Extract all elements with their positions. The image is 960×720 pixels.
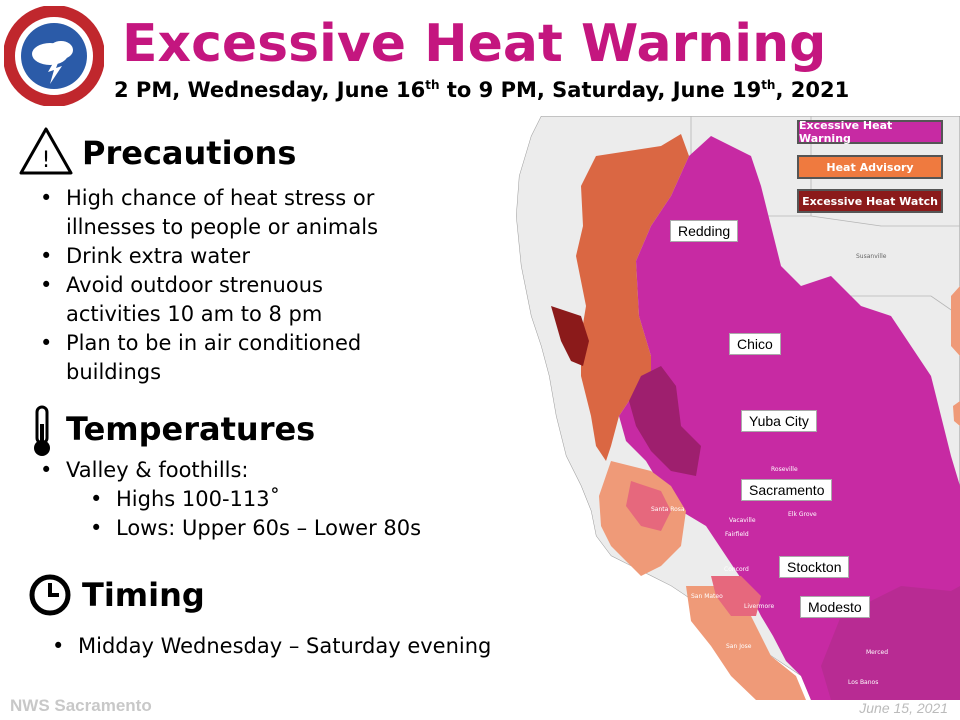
- list-item: Highs 100-113˚: [36, 485, 476, 514]
- svg-text:!: !: [42, 148, 51, 173]
- city-label-sacramento: Sacramento: [741, 479, 833, 501]
- city-label-redding: Redding: [670, 220, 739, 242]
- event-period: 2 PM, Wednesday, June 16th to 9 PM, Satu…: [114, 78, 850, 102]
- clock-icon: [29, 574, 71, 616]
- precautions-list: High chance of heat stress or illnesses …: [36, 184, 416, 387]
- legend-heat-advisory: Heat Advisory: [797, 155, 943, 179]
- precautions-heading: Precautions: [82, 134, 297, 172]
- timing-list: Midday Wednesday – Saturday evening: [48, 632, 518, 661]
- heat-advisory-area: [576, 134, 689, 461]
- map-town-label: San Jose: [726, 643, 752, 650]
- legend-excessive-heat-watch: Excessive Heat Watch: [797, 189, 943, 213]
- list-item: Lows: Upper 60s – Lower 80s: [36, 514, 476, 543]
- list-item: High chance of heat stress or illnesses …: [36, 184, 416, 242]
- map-town-label: Vacaville: [729, 517, 756, 524]
- timing-heading: Timing: [82, 576, 205, 614]
- nws-logo: [4, 6, 104, 106]
- issue-date: June 15, 2021: [859, 700, 948, 716]
- map-town-label: Los Banos: [848, 679, 878, 686]
- city-label-yuba-city: Yuba City: [741, 410, 817, 432]
- list-item: Midday Wednesday – Saturday evening: [48, 632, 518, 661]
- map-town-label: Roseville: [771, 466, 798, 473]
- temperatures-list: Valley & foothills:: [36, 456, 476, 485]
- map-town-label: Santa Rosa: [651, 506, 685, 513]
- page-title: Excessive Heat Warning: [122, 14, 827, 74]
- temperatures-sublist: Highs 100-113˚ Lows: Upper 60s – Lower 8…: [36, 485, 476, 543]
- excessive-heat-watch-area: [551, 306, 589, 366]
- map-town-label: Susanville: [856, 253, 887, 260]
- list-item: Avoid outdoor strenuous activities 10 am…: [36, 271, 416, 329]
- map-town-label: Merced: [866, 649, 888, 656]
- map-town-label: Fairfield: [725, 531, 749, 538]
- list-item: Drink extra water: [36, 242, 416, 271]
- ocean: [511, 116, 811, 700]
- city-label-chico: Chico: [729, 333, 781, 355]
- list-item: Valley & foothills:: [36, 456, 476, 485]
- office-name: NWS Sacramento: [10, 696, 152, 715]
- map-town-label: Livermore: [744, 603, 774, 610]
- thermometer-icon: [34, 405, 50, 456]
- temperatures-heading: Temperatures: [66, 410, 316, 448]
- legend-excessive-heat-warning: Excessive Heat Warning: [797, 119, 943, 145]
- city-label-stockton: Stockton: [779, 556, 850, 578]
- warning-icon: !: [19, 127, 73, 175]
- map-town-label: San Mateo: [691, 593, 723, 600]
- list-item: Plan to be in air conditioned buildings: [36, 329, 416, 387]
- map-town-label: Concord: [724, 566, 749, 573]
- city-label-modesto: Modesto: [800, 596, 870, 618]
- map-town-label: Elk Grove: [788, 511, 817, 518]
